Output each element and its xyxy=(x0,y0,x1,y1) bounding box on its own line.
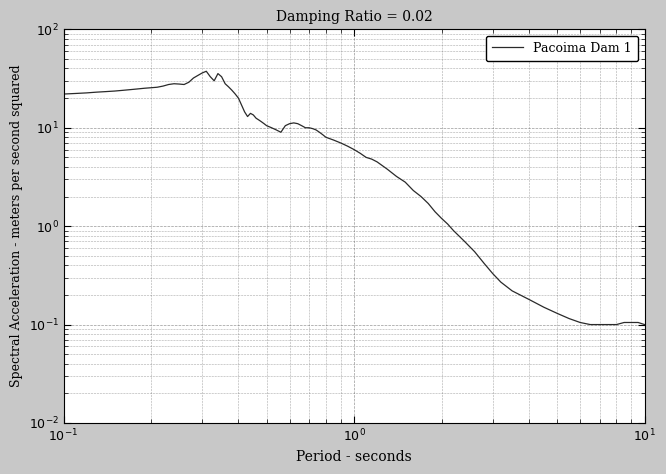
Legend: Pacoima Dam 1: Pacoima Dam 1 xyxy=(486,36,639,61)
Pacoima Dam 1 xyxy=(194,73,202,78)
Pacoima Dam 1 xyxy=(175,81,183,87)
Pacoima Dam 1 xyxy=(641,322,649,328)
Pacoima Dam 1 xyxy=(586,322,594,328)
X-axis label: Period - seconds: Period - seconds xyxy=(296,450,412,464)
Pacoima Dam 1 xyxy=(392,173,400,179)
Line: Pacoima Dam 1: Pacoima Dam 1 xyxy=(63,71,645,325)
Pacoima Dam 1 xyxy=(59,91,67,97)
Pacoima Dam 1 xyxy=(159,83,167,89)
Pacoima Dam 1 xyxy=(294,121,302,127)
Title: Damping Ratio = 0.02: Damping Ratio = 0.02 xyxy=(276,10,432,24)
Pacoima Dam 1 xyxy=(461,238,469,244)
Pacoima Dam 1 xyxy=(202,68,210,74)
Y-axis label: Spectral Acceleration - meters per second squared: Spectral Acceleration - meters per secon… xyxy=(10,65,23,387)
